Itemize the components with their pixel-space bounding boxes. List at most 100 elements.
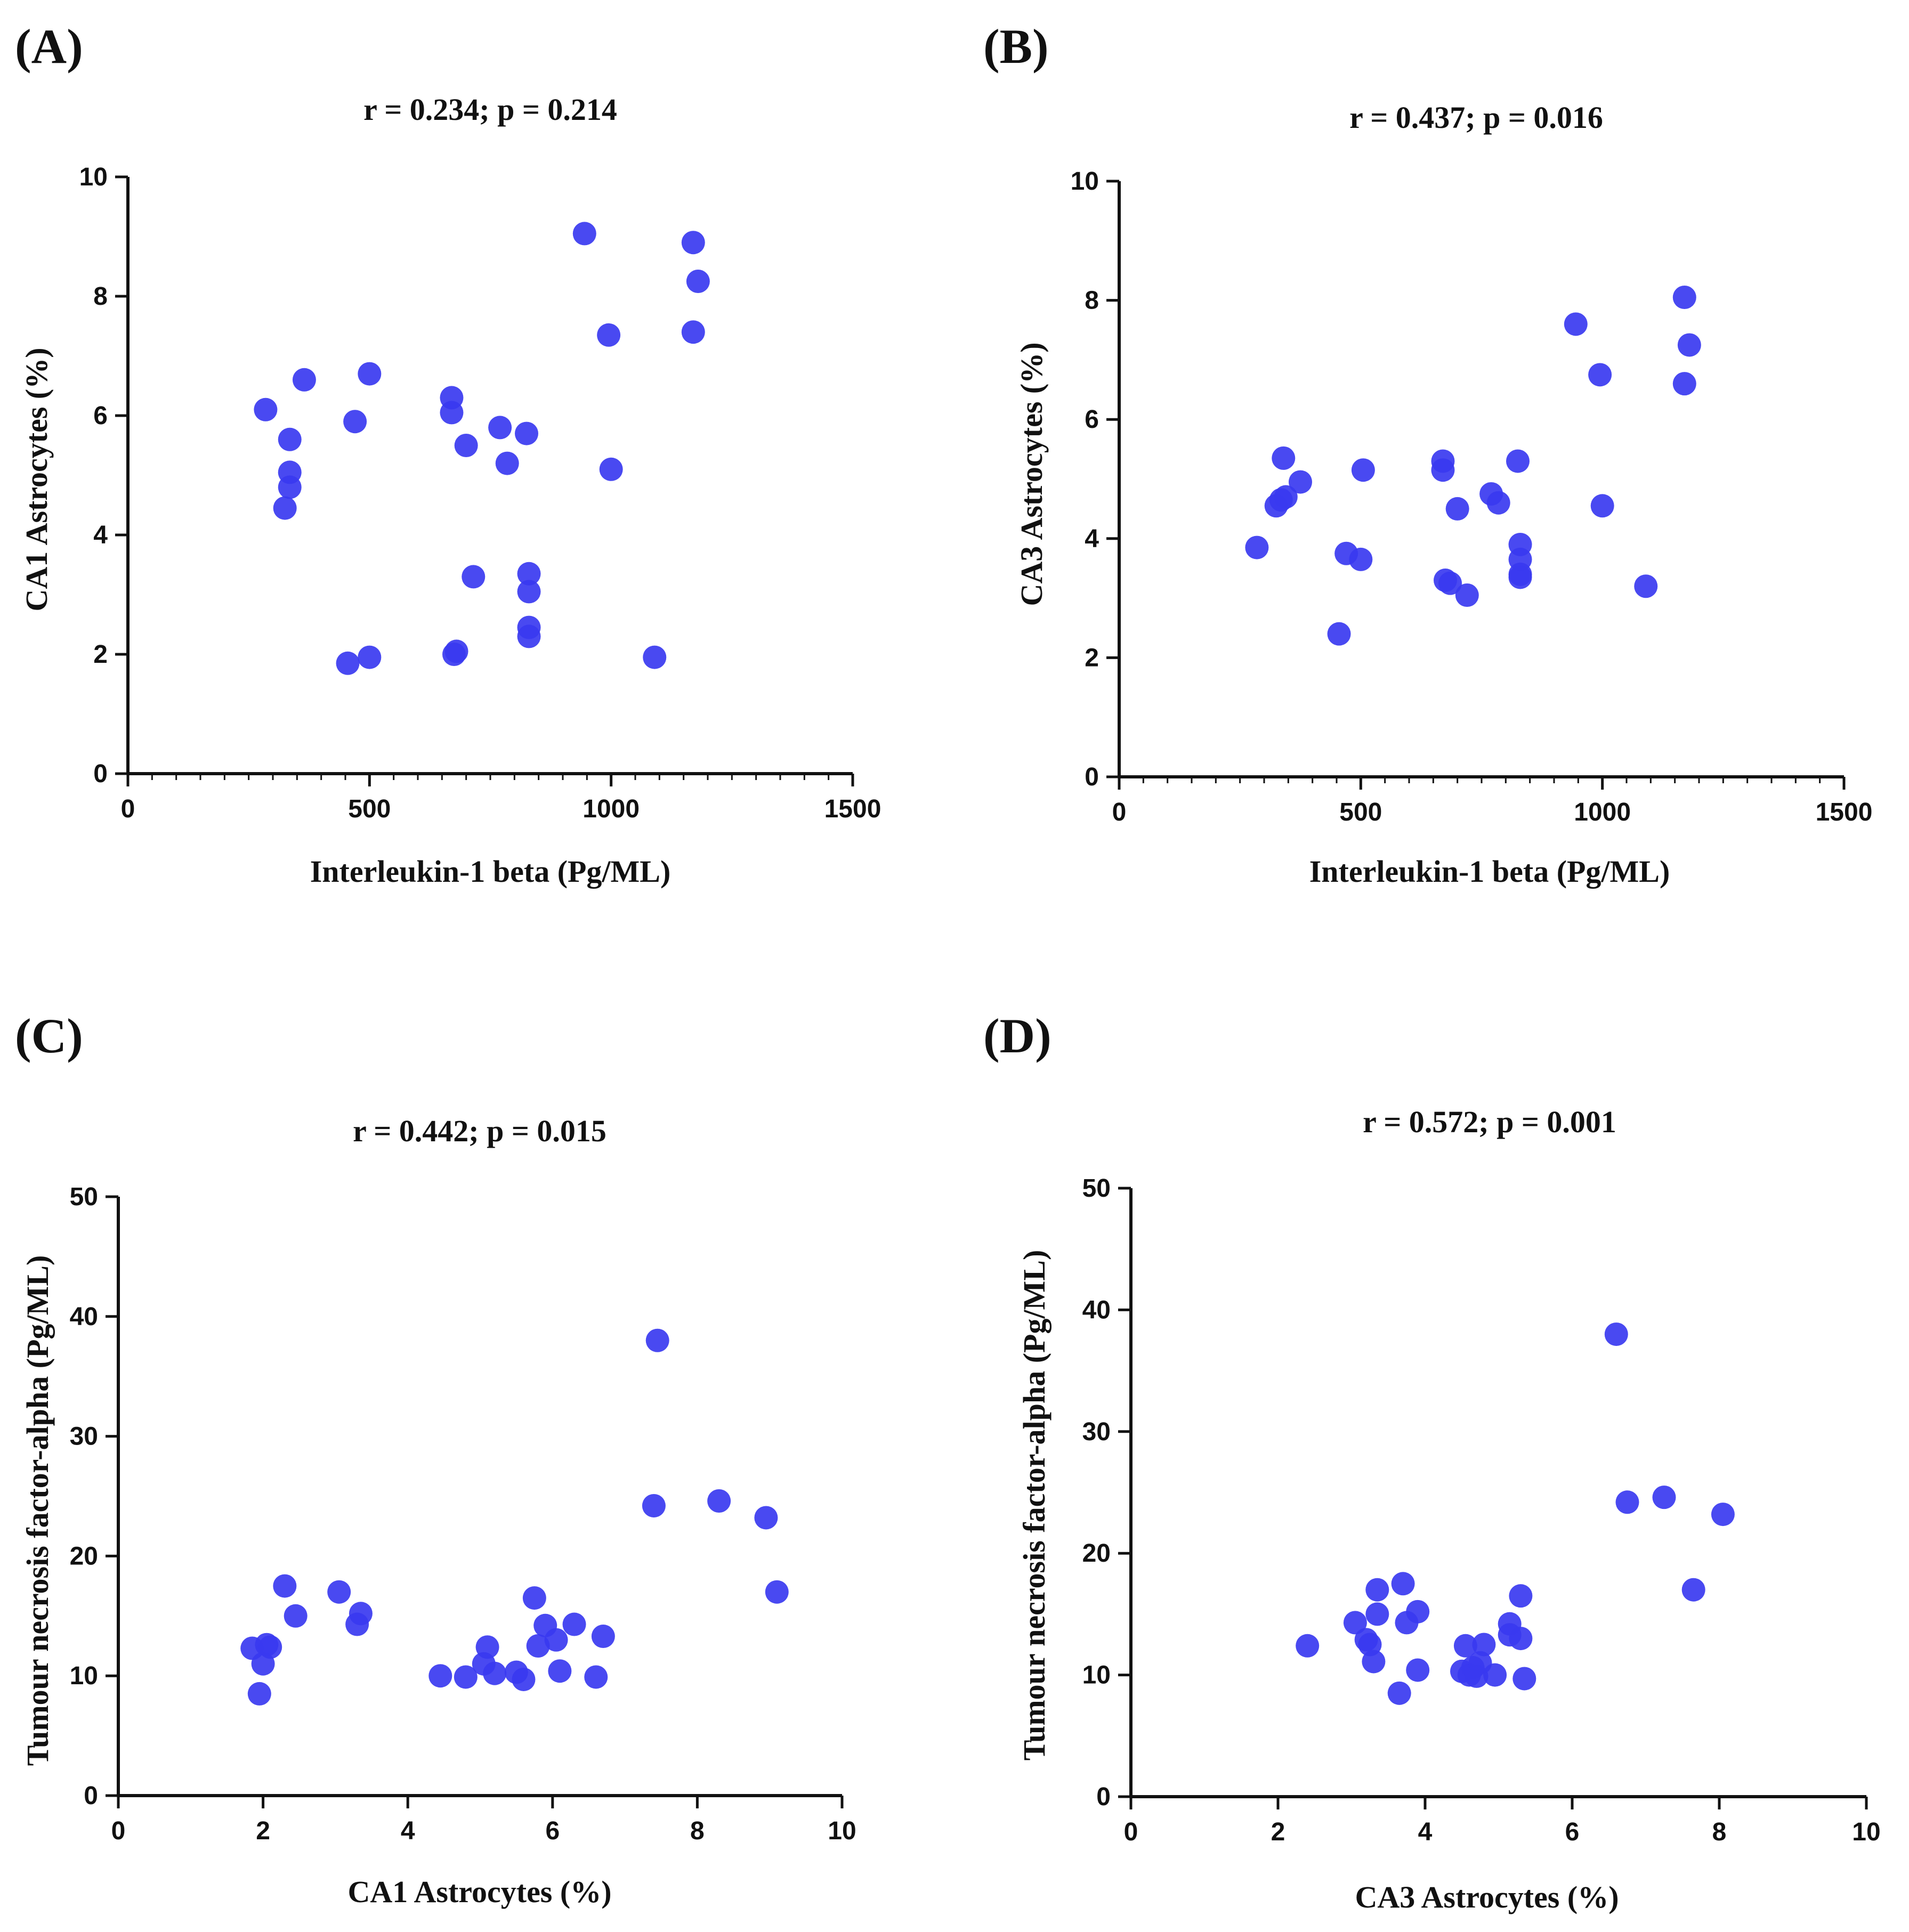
- panel-b-data-point: [1274, 485, 1298, 509]
- panel-d-data-point: [1615, 1490, 1639, 1514]
- panel-b-stats: r = 0.437; p = 0.016: [1349, 100, 1603, 135]
- panel-b-data-point: [1590, 494, 1614, 518]
- panel-d-y-tick-label: 10: [1082, 1661, 1111, 1690]
- panel-d-stats: r = 0.572; p = 0.001: [1363, 1105, 1616, 1139]
- panel-b-y-tick-label: 8: [1085, 287, 1099, 315]
- panel-c-stats: r = 0.442; p = 0.015: [353, 1114, 606, 1148]
- panel-b-letter: (B): [983, 19, 1049, 74]
- panel-a-data-point: [686, 270, 710, 293]
- panel-d-y-tick-label: 40: [1082, 1296, 1111, 1324]
- panel-d-y-axis-title: Tumour necrosis factor-alpha (Pg/ML): [1017, 1250, 1051, 1761]
- panel-b-data-point: [1677, 333, 1701, 357]
- panel-a-data-point: [517, 580, 541, 604]
- panel-b-x-tick-label: 1000: [1574, 798, 1631, 826]
- panel-c-x-tick-label: 10: [828, 1817, 856, 1845]
- panel-c-y-tick-label: 40: [70, 1303, 98, 1331]
- panel-b-y-tick-label: 6: [1085, 405, 1099, 434]
- panel-a-x-tick-label: 1500: [824, 795, 881, 823]
- panel-c-data-point: [475, 1635, 499, 1659]
- panel-a-stats: r = 0.234; p = 0.214: [363, 92, 617, 127]
- panel-a-letter: (A): [15, 19, 83, 74]
- panel-d-data-point: [1509, 1584, 1533, 1608]
- panel-a-y-tick-label: 2: [93, 640, 108, 669]
- panel-a-y-tick-label: 4: [93, 521, 108, 549]
- panel-c-data-point: [512, 1667, 536, 1691]
- panel-a-data-point: [292, 368, 316, 392]
- panel-b-data-point: [1508, 565, 1532, 589]
- panel-c-x-tick-label: 2: [256, 1817, 270, 1845]
- panel-c-x-tick-label: 4: [401, 1817, 415, 1845]
- panel-a-x-tick-label: 500: [348, 795, 391, 823]
- panel-c-data-point: [522, 1586, 546, 1610]
- panel-a-data-point: [517, 562, 541, 586]
- panel-c-data-point: [645, 1328, 669, 1352]
- panel-a-data-point: [681, 320, 705, 344]
- panel-d-data-point: [1296, 1634, 1320, 1658]
- panel-a-data-point: [515, 421, 538, 445]
- panel-c-data-point: [247, 1682, 271, 1706]
- panel-b-data-point: [1351, 458, 1375, 482]
- panel-c-data-point: [754, 1506, 778, 1530]
- panel-c-data-point: [642, 1493, 666, 1517]
- panel-c-data-point: [284, 1604, 308, 1628]
- panel-c-data-point: [327, 1580, 351, 1604]
- panel-a-data-point: [278, 427, 302, 451]
- panel-b-y-tick-label: 2: [1085, 644, 1099, 672]
- panel-b-y-tick-label: 10: [1071, 167, 1099, 196]
- panel-a: (A) r = 0.234; p = 0.214 Interleukin-1 b…: [15, 19, 881, 889]
- panel-c-data-point: [707, 1489, 731, 1513]
- panel-b-data-point: [1327, 622, 1351, 646]
- panel-b-y-axis-title: CA3 Astrocytes (%): [1014, 342, 1049, 606]
- panel-c-data-point: [483, 1661, 507, 1685]
- panel-a-x-axis-title: Interleukin-1 beta (Pg/ML): [310, 854, 671, 889]
- panel-b-data-point: [1564, 312, 1588, 336]
- panel-a-data-point: [254, 397, 278, 421]
- panel-a-data-point: [358, 645, 382, 669]
- panel-b-x-tick-label: 1500: [1816, 798, 1873, 826]
- panel-b-data-point: [1506, 449, 1530, 473]
- panel-c-y-tick-label: 20: [70, 1542, 98, 1570]
- panel-c-data-point: [765, 1580, 789, 1604]
- panel-a-data-point: [517, 624, 541, 648]
- panel-b-y-tick-label: 0: [1085, 763, 1099, 791]
- panel-a-data-point: [358, 362, 382, 386]
- panel-d-y-tick-label: 50: [1082, 1174, 1111, 1203]
- panel-b-data-point: [1431, 458, 1455, 482]
- panel-a-data-point: [440, 401, 464, 425]
- panel-d-data-point: [1406, 1600, 1430, 1623]
- panel-a-data-point: [572, 222, 596, 246]
- panel-d-x-tick-label: 4: [1418, 1818, 1433, 1846]
- panel-a-data-point: [643, 645, 667, 669]
- panel-a-data-point: [273, 496, 297, 520]
- panel-b-data-point: [1289, 470, 1312, 494]
- panel-d-data-point: [1365, 1602, 1389, 1626]
- panel-a-y-tick-label: 6: [93, 402, 108, 430]
- panel-d-data-point: [1453, 1634, 1477, 1658]
- panel-a-y-axis-title: CA1 Astrocytes (%): [19, 347, 54, 611]
- panel-a-plot-area: 0 500 1000 1500 0 2 4 6 8 10: [79, 163, 881, 823]
- panel-d: (D) r = 0.572; p = 0.001 CA3 Astrocytes …: [983, 1009, 1881, 1914]
- panel-b-data-point: [1672, 286, 1696, 310]
- panel-c-y-tick-label: 30: [70, 1423, 98, 1451]
- panel-a-data-point: [462, 565, 486, 589]
- panel-d-y-tick-label: 0: [1096, 1783, 1111, 1811]
- panel-d-x-axis-title: CA3 Astrocytes (%): [1355, 1880, 1619, 1914]
- panel-c-letter: (C): [15, 1009, 83, 1063]
- panel-d-y-tick-label: 30: [1082, 1418, 1111, 1446]
- panel-a-data-point: [454, 434, 478, 457]
- panel-a-y-tick-label: 10: [79, 163, 108, 191]
- panel-d-data-point: [1711, 1503, 1735, 1527]
- panel-d-data-point: [1362, 1650, 1386, 1674]
- panel-c-data-point: [454, 1665, 478, 1689]
- panel-c-y-tick-label: 50: [70, 1183, 98, 1211]
- panel-d-letter: (D): [983, 1009, 1051, 1063]
- panel-b-data-point: [1455, 583, 1479, 607]
- panel-d-data-point: [1365, 1578, 1389, 1602]
- panel-d-data-point: [1604, 1322, 1628, 1346]
- panel-d-x-tick-label: 8: [1712, 1818, 1727, 1846]
- panel-a-data-point: [336, 651, 360, 675]
- panel-c-data-point: [591, 1625, 615, 1649]
- panel-a-data-point: [278, 475, 302, 499]
- panel-a-data-point: [681, 231, 705, 255]
- panel-a-data-point: [488, 416, 512, 440]
